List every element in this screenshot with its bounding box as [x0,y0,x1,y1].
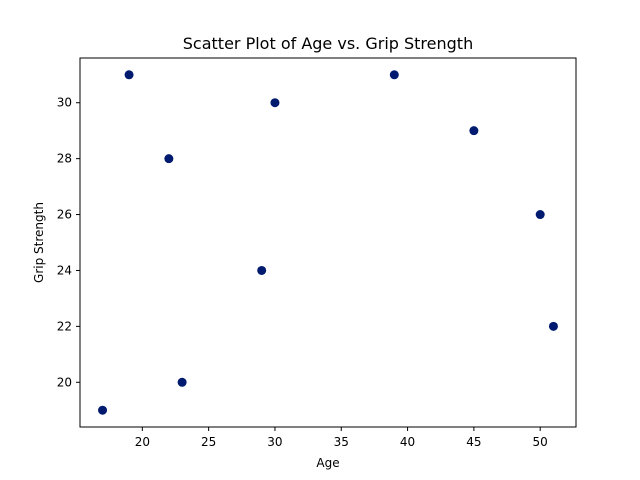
x-tick-label: 30 [267,435,282,449]
data-point [535,210,545,220]
y-tick-label: 28 [57,152,72,166]
data-point [98,405,108,415]
x-axis-label: Age [316,456,339,470]
data-point [257,265,267,275]
data-points [98,70,558,415]
data-point [548,321,558,331]
plot-frame [79,57,577,428]
data-point [469,126,479,136]
plot-area: 20 25 30 35 40 45 50 20 22 24 26 28 30 [57,57,577,449]
data-point [124,70,134,80]
y-axis-label: Grip Strength [32,202,46,283]
y-tick-label: 26 [57,208,72,222]
x-tick-label: 25 [201,435,216,449]
y-tick-label: 20 [57,375,72,389]
x-tick-label: 20 [135,435,150,449]
data-point [270,98,280,108]
x-axis: 20 25 30 35 40 45 50 [135,427,548,449]
x-tick-label: 40 [400,435,415,449]
y-tick-label: 24 [57,263,72,277]
y-axis: 20 22 24 26 28 30 [57,96,80,389]
y-tick-label: 30 [57,96,72,110]
data-point [389,70,399,80]
chart-title: Scatter Plot of Age vs. Grip Strength [183,34,473,53]
x-tick-label: 35 [334,435,349,449]
x-tick-label: 50 [533,435,548,449]
data-point [177,377,187,387]
data-point [164,154,174,164]
y-tick-label: 22 [57,319,72,333]
x-tick-label: 45 [466,435,481,449]
